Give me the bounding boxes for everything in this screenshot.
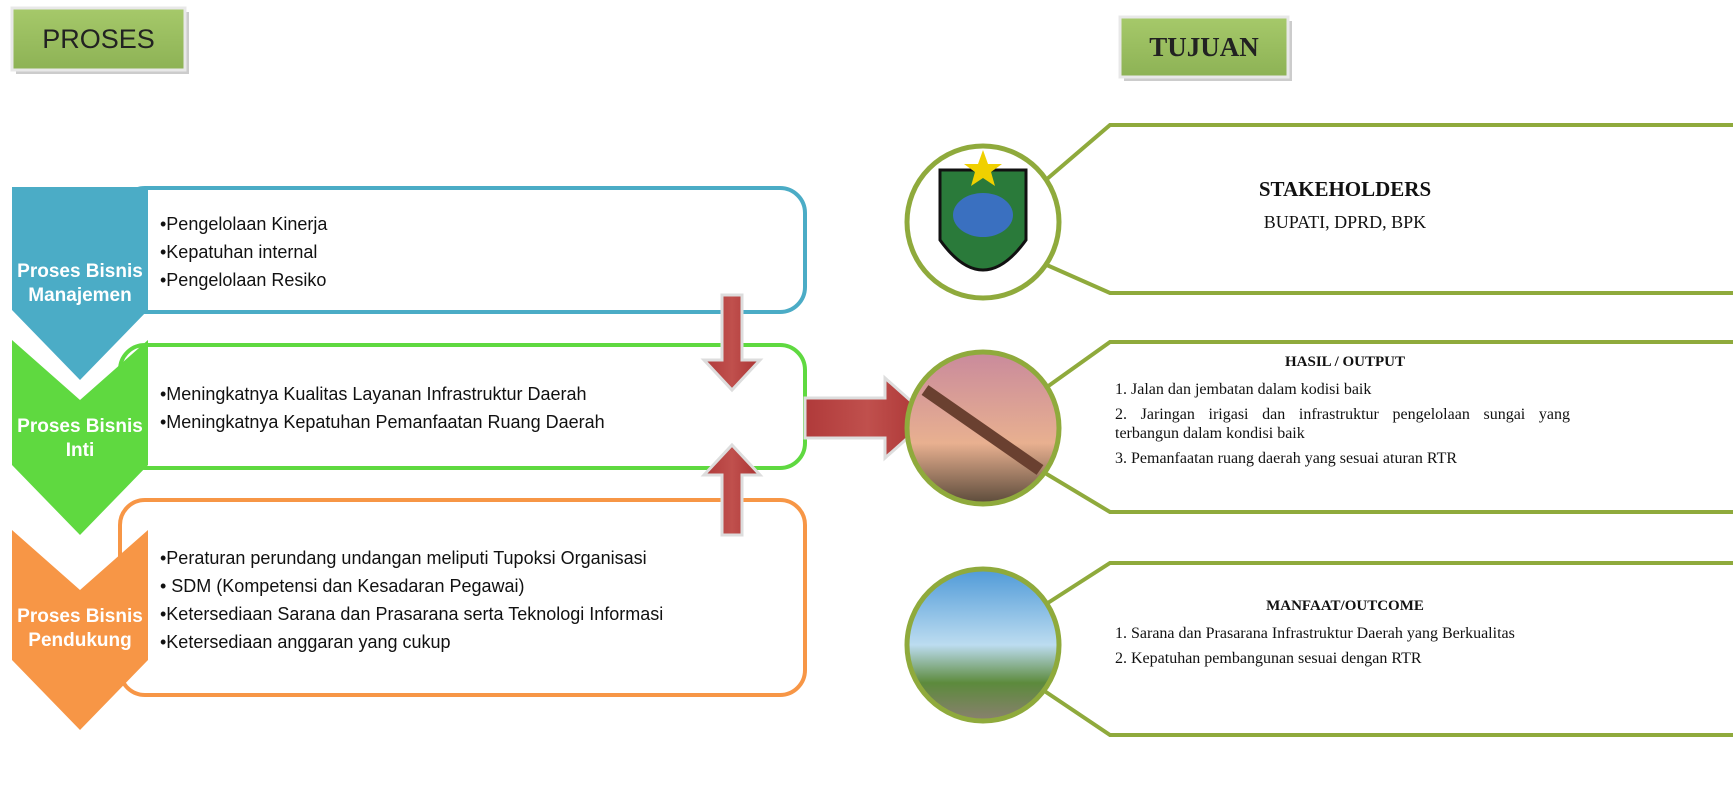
process-item: •Pengelolaan Kinerja <box>160 214 328 234</box>
process-item: • SDM (Kompetensi dan Kesadaran Pegawai) <box>160 576 525 596</box>
process-label: Pendukung <box>28 630 132 651</box>
photo-circle <box>904 566 1062 724</box>
chevron <box>12 187 148 380</box>
header-right: TUJUAN <box>1149 32 1259 62</box>
logo-star <box>964 150 1002 186</box>
process-item: •Peraturan perundang undangan meliputi T… <box>160 548 647 568</box>
process-label: Proses Bisnis <box>17 606 143 627</box>
goal-frames <box>1038 123 1733 737</box>
process-item: •Ketersediaan anggaran yang cukup <box>160 632 451 652</box>
process-label: Inti <box>65 440 95 461</box>
arrow-up <box>700 442 764 537</box>
goal-item: 1. Jalan dan jembatan dalam kodisi baik <box>1115 381 1372 398</box>
header-box <box>10 6 187 72</box>
goal-item: 3. Pemanfaatan ruang daerah yang sesuai … <box>1115 450 1458 467</box>
header-left: PROSES <box>42 24 155 54</box>
goal-title: HASIL / OUTPUT <box>1284 354 1406 370</box>
goal-item: 1. Sarana dan Prasarana Infrastruktur Da… <box>1115 625 1515 642</box>
process-box <box>118 343 807 470</box>
goal-item: 2. Kepatuhan pembangunan sesuai dengan R… <box>1115 650 1422 667</box>
arrow-down <box>700 293 764 393</box>
chevron <box>12 530 148 730</box>
header-box <box>1118 15 1290 79</box>
goal-item: BUPATI, DPRD, BPK <box>1263 212 1427 232</box>
process-label: Proses Bisnis <box>17 261 143 282</box>
goal-title: MANFAAT/OUTCOME <box>1266 598 1424 614</box>
logo-emblem <box>953 193 1013 237</box>
chevron <box>12 340 148 535</box>
goal-items: 1. Jalan dan jembatan dalam kodisi baik 2… <box>1115 380 1570 474</box>
process-label: Manajemen <box>28 285 132 306</box>
goal-items: 1. Sarana dan Prasarana Infrastruktur Da… <box>1115 624 1570 674</box>
goal-title: STAKEHOLDERS <box>1258 177 1432 201</box>
process-item: •Meningkatnya Kualitas Layanan Infrastru… <box>160 384 587 404</box>
process-item: •Ketersediaan Sarana dan Prasarana serta… <box>160 604 664 624</box>
photo-beam <box>921 385 1044 475</box>
process-item: •Kepatuhan internal <box>160 242 318 262</box>
process-item: •Pengelolaan Resiko <box>160 270 327 290</box>
process-item: •Meningkatnya Kepatuhan Pemanfaatan Ruan… <box>160 412 605 432</box>
process-label: Proses Bisnis <box>17 416 143 437</box>
goal-item: 2. Jaringan irigasi dan infrastruktur pe… <box>1115 406 1570 442</box>
